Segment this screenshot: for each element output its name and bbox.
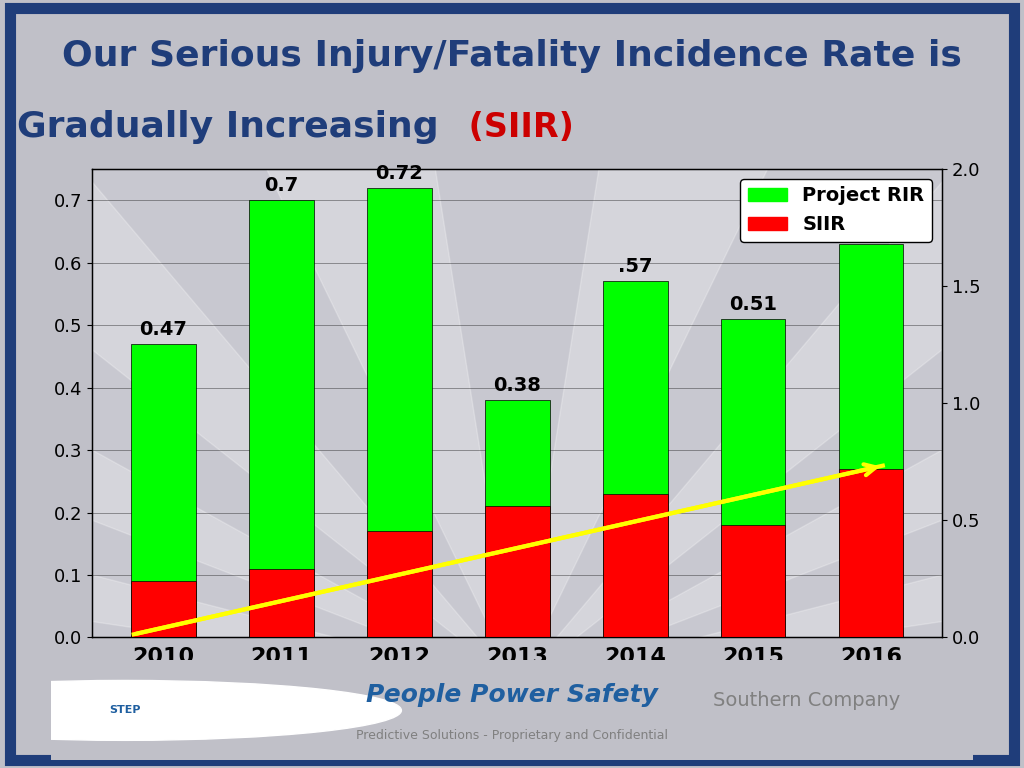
Polygon shape [0,91,517,684]
Polygon shape [0,684,517,768]
Circle shape [0,680,401,740]
Polygon shape [517,0,1024,684]
Text: STEP: STEP [110,705,140,716]
Bar [603,281,668,637]
Bar [484,506,550,637]
Text: Southern Company: Southern Company [714,691,900,710]
Text: 0.27: 0.27 [841,588,902,612]
Polygon shape [0,684,517,768]
Bar [603,494,668,637]
Text: .57: .57 [617,257,652,276]
Polygon shape [0,0,517,684]
Polygon shape [517,684,1024,768]
Text: 0.72: 0.72 [375,164,423,183]
Polygon shape [517,91,1024,684]
Bar [367,531,431,637]
Text: 0.7: 0.7 [264,176,298,195]
Text: 0.63: 0.63 [847,220,895,239]
Text: 0.09: 0.09 [132,588,195,612]
Bar [484,400,550,637]
Text: 0.21: 0.21 [486,588,548,612]
Polygon shape [0,562,517,768]
Polygon shape [517,0,1024,684]
Bar [839,468,903,637]
Text: Gradually Increasing: Gradually Increasing [16,111,438,144]
Polygon shape [517,0,1024,684]
Text: 0.47: 0.47 [139,319,187,339]
Polygon shape [0,684,517,768]
Text: Predictive Solutions - Proprietary and Confidential: Predictive Solutions - Proprietary and C… [356,729,668,742]
Text: Our Serious Injury/Fatality Incidence Rate is: Our Serious Injury/Fatality Incidence Ra… [62,38,962,73]
Text: 0.51: 0.51 [729,295,777,314]
Polygon shape [517,562,1024,768]
Polygon shape [0,0,517,684]
Polygon shape [0,0,517,684]
Bar [367,187,431,637]
Legend: Project RIR, SIIR: Project RIR, SIIR [740,179,933,242]
Text: (SIIR): (SIIR) [457,111,573,144]
Bar [131,581,196,637]
Text: 0.18: 0.18 [722,588,784,612]
Bar [249,569,313,637]
Bar [839,244,903,637]
Polygon shape [517,684,1024,768]
Polygon shape [517,684,1024,768]
Text: 0.11: 0.11 [250,588,312,612]
Text: 0.38: 0.38 [494,376,541,395]
Bar [249,200,313,637]
Bar [721,525,785,637]
Bar [721,319,785,637]
Polygon shape [0,684,517,768]
Polygon shape [517,684,1024,768]
Text: 0.17: 0.17 [369,588,430,612]
Bar [131,344,196,637]
Text: People Power Safety: People Power Safety [366,684,658,707]
Text: 0.23: 0.23 [604,588,666,612]
